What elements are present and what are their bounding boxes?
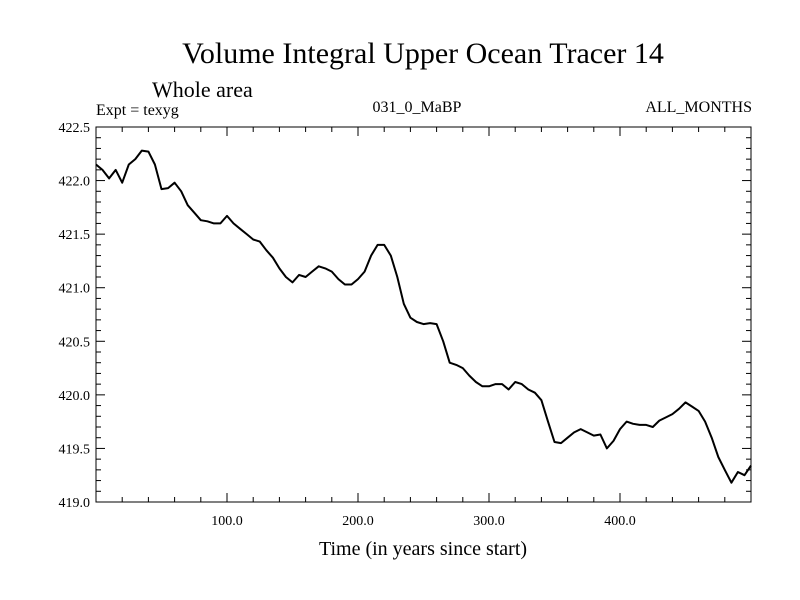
chart-title: Volume Integral Upper Ocean Tracer 14: [182, 37, 664, 70]
x-axis-label: Time (in years since start): [319, 538, 527, 560]
period-label: 031_0_MaBP: [373, 99, 462, 116]
chart-subtitle: Whole area: [152, 77, 253, 102]
y-tick-label: 421.0: [59, 282, 91, 297]
y-tick-label: 419.0: [59, 496, 91, 511]
axis-ticks: [96, 127, 751, 502]
y-tick-label: 420.5: [59, 335, 91, 350]
y-tick-label: 422.5: [59, 121, 91, 136]
y-tick-label: 422.0: [59, 175, 91, 190]
months-label: ALL_MONTHS: [645, 99, 752, 116]
y-tick-label: 421.5: [59, 228, 91, 243]
plot-frame: [95, 126, 752, 503]
x-tick-label: 400.0: [604, 514, 636, 529]
x-tick-label: 300.0: [473, 514, 505, 529]
x-tick-label: 200.0: [342, 514, 374, 529]
axis-tick-labels: 100.0 200.0 300.0 400.0 419.0 419.5 420.0 420.5…: [59, 121, 636, 529]
series-line: [95, 149, 752, 484]
y-tick-label: 420.0: [59, 389, 91, 404]
y-tick-label: 419.5: [59, 442, 91, 457]
x-tick-label: 100.0: [211, 514, 243, 529]
experiment-label: Expt = texyg: [96, 102, 179, 119]
